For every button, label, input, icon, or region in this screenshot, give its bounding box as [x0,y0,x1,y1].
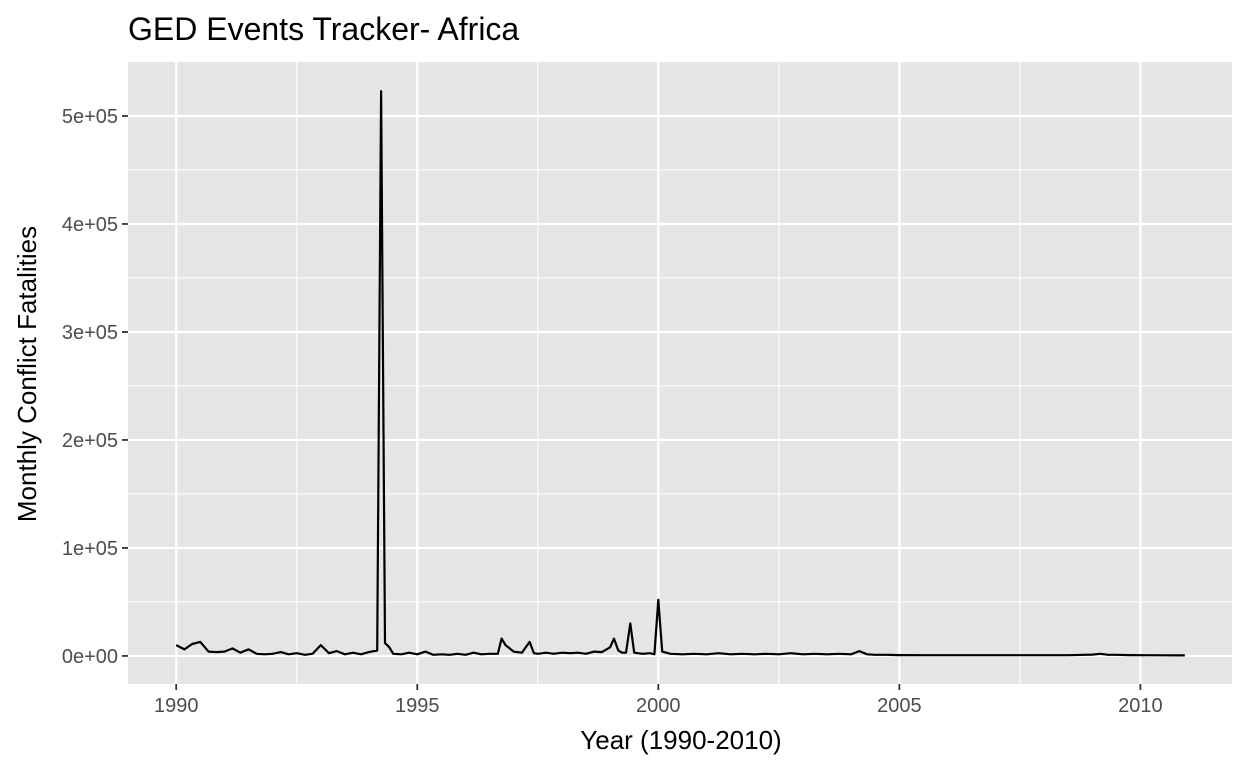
y-tick-label: 4e+05 [62,214,118,236]
y-tick-label: 1e+05 [62,538,118,560]
y-tick-label: 2e+05 [62,430,118,452]
x-axis-title: Year (1990-2010) [580,725,781,755]
y-tick-label: 0e+00 [62,646,118,668]
minor-gridlines [128,62,1232,684]
x-tick-label: 2000 [636,695,681,717]
y-tick-label: 5e+05 [62,106,118,128]
y-tick-label: 3e+05 [62,322,118,344]
plot-panel [128,62,1232,684]
y-axis-title: Monthly Conflict Fatalities [12,226,42,522]
major-gridlines [128,62,1232,684]
series-line [175,90,1185,657]
x-tick-label: 2010 [1118,695,1163,717]
y-axis-ticks: 0e+00 1e+05 2e+05 3e+05 4e+05 5e+05 [62,106,128,668]
x-tick-label: 2005 [877,695,922,717]
x-axis-ticks: 1990 1995 2000 2005 2010 [154,684,1163,717]
chart-title: GED Events Tracker- Africa [128,11,519,47]
x-tick-label: 1995 [395,695,440,717]
x-tick-label: 1990 [154,695,199,717]
